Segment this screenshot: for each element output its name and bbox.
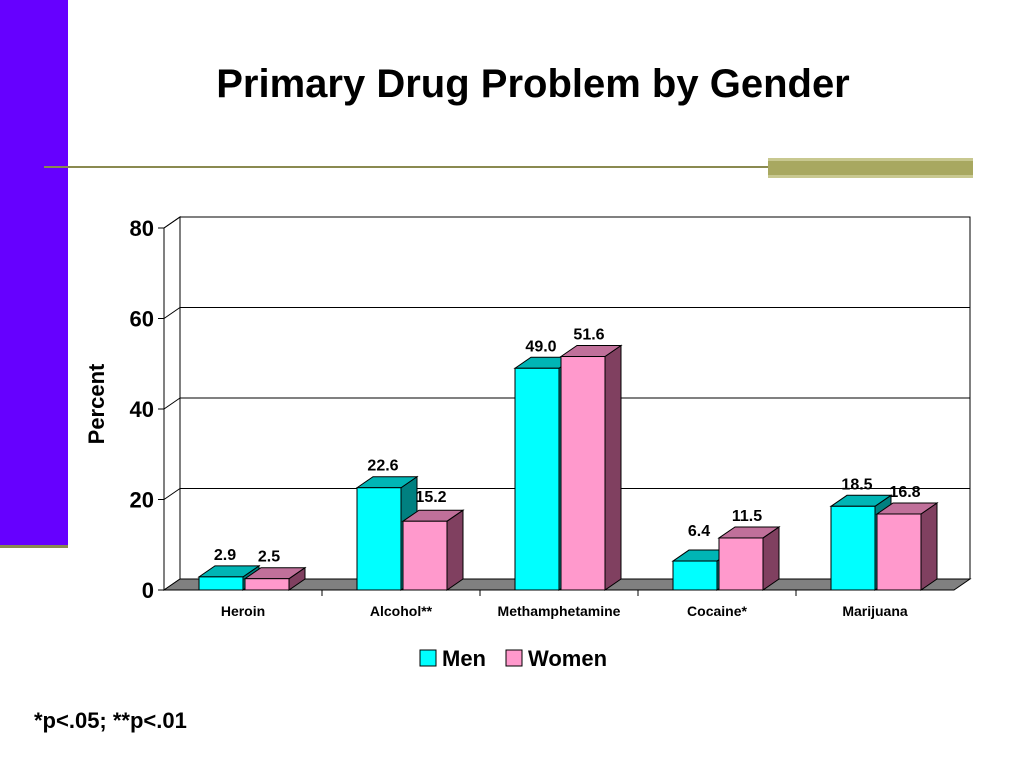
- data-label: 6.4: [688, 523, 710, 540]
- side-accent-underline: [0, 545, 68, 548]
- title-divider-line: [44, 166, 774, 168]
- bar-front: [830, 505, 876, 591]
- data-label: 49.0: [525, 338, 556, 355]
- footnote: *p<.05; **p<.01: [34, 708, 187, 733]
- bar-side: [446, 509, 464, 591]
- bar-women-3: [717, 526, 781, 591]
- legend-swatch: [505, 649, 523, 667]
- bar-women-0: [243, 566, 307, 591]
- bar-front: [244, 578, 290, 591]
- slide-title: Primary Drug Problem by Gender: [216, 62, 850, 106]
- x-category-label: Alcohol**: [370, 603, 433, 619]
- gridline-diag: [163, 216, 181, 229]
- chart-bars: [197, 344, 939, 591]
- x-axis-category-labels: Heroin Alcohol** Methamphetamine Cocaine* Ma…: [221, 590, 908, 619]
- gridline-diag: [163, 307, 181, 319]
- legend-label: Men: [442, 646, 486, 671]
- x-category-label: Cocaine*: [687, 603, 747, 619]
- bar-women-2: [559, 344, 623, 591]
- bar-side: [604, 344, 622, 591]
- data-label: 15.2: [415, 489, 446, 506]
- chart-legend: Men Women: [419, 646, 607, 671]
- y-tick-label: 40: [130, 397, 154, 422]
- x-category-label: Methamphetamine: [498, 603, 621, 619]
- bar-front: [718, 537, 764, 591]
- y-tick-label: 60: [130, 307, 154, 332]
- gridline-diag: [163, 488, 181, 500]
- bar-women-1: [401, 509, 465, 591]
- y-tick-label: 0: [142, 578, 154, 603]
- bar-women-4: [875, 502, 939, 591]
- x-category-label: Heroin: [221, 603, 265, 619]
- data-label: 2.5: [258, 549, 280, 566]
- bar-front: [876, 513, 922, 591]
- data-label: 16.8: [889, 484, 920, 501]
- bar-front: [198, 576, 244, 591]
- bar-front: [560, 356, 606, 591]
- bar-men-1: [355, 475, 419, 591]
- bar-side: [920, 502, 938, 591]
- side-accent-bar: [0, 0, 68, 545]
- y-tick-label: 80: [130, 216, 154, 241]
- bar-front: [514, 367, 560, 591]
- title-divider-accent: [768, 158, 973, 178]
- bar-men-0: [197, 564, 261, 591]
- y-axis-title: Percent: [84, 363, 109, 444]
- legend-swatch: [419, 649, 437, 667]
- legend-label: Women: [528, 646, 607, 671]
- bar-chart: 0 20 40 60 80 Heroin Alcohol** Methamphetamine…: [84, 216, 972, 671]
- data-label: 22.6: [367, 458, 398, 475]
- data-labels: 2.9 2.5 22.6 15.2 49.0 51.6 6.4 11.5 18.5 16.8: [214, 327, 921, 566]
- bar-front: [402, 520, 448, 591]
- x-category-label: Marijuana: [842, 603, 908, 619]
- y-axis-tick-labels: 0 20 40 60 80: [130, 216, 165, 603]
- gridline-diag: [163, 397, 181, 410]
- data-label: 2.9: [214, 547, 236, 564]
- data-label: 51.6: [573, 327, 604, 344]
- bar-front: [672, 560, 718, 591]
- data-label: 18.5: [841, 476, 872, 493]
- y-tick-label: 20: [130, 488, 154, 513]
- bar-front: [356, 487, 402, 591]
- data-label: 11.5: [732, 508, 762, 525]
